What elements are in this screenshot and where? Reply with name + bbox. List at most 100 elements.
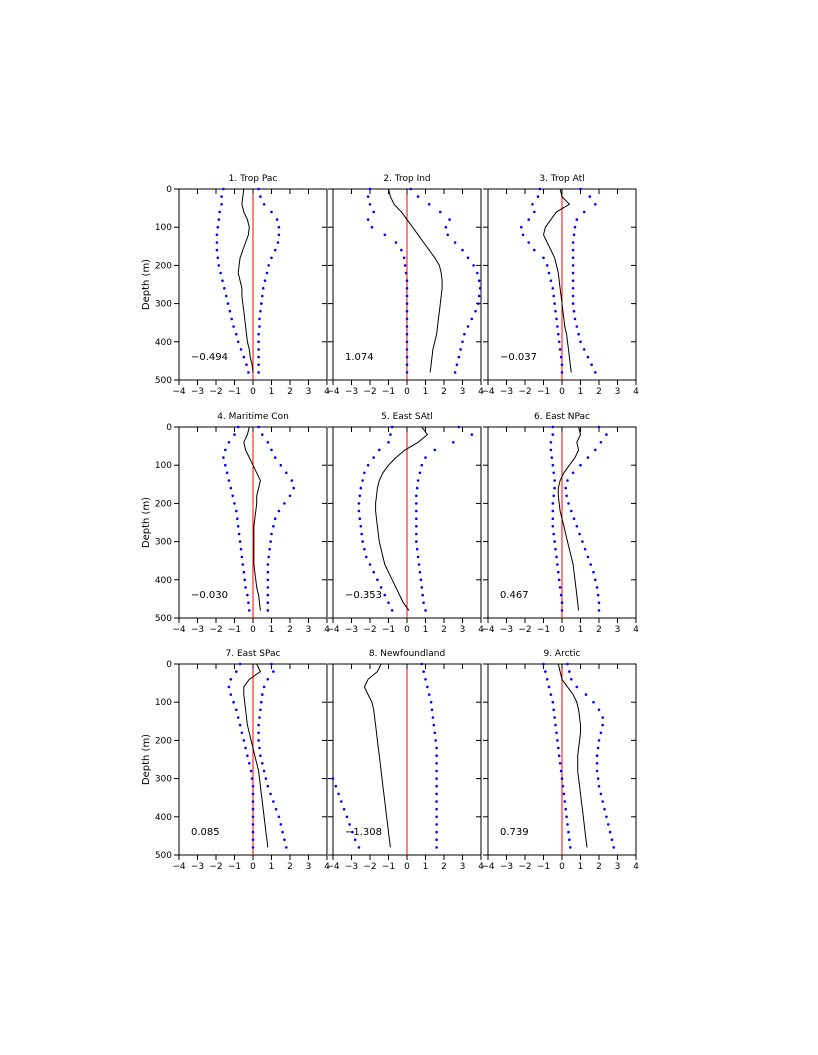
upper-bound-point bbox=[261, 287, 265, 290]
lower-bound-point bbox=[243, 578, 246, 582]
lower-bound-point bbox=[331, 777, 335, 780]
upper-bound-point bbox=[427, 203, 431, 206]
lower-bound-point bbox=[562, 792, 566, 796]
upper-bound-point bbox=[435, 800, 438, 803]
upper-bound-point bbox=[568, 670, 571, 673]
lower-bound-point bbox=[557, 578, 561, 582]
upper-bound-point bbox=[277, 815, 281, 819]
lower-bound-point bbox=[552, 494, 555, 498]
upper-bound-point bbox=[599, 441, 603, 444]
lower-bound-point bbox=[366, 195, 370, 198]
lower-bound-point bbox=[368, 187, 372, 191]
lower-bound-point bbox=[560, 609, 564, 612]
upper-bound-point bbox=[257, 723, 260, 727]
upper-bound-point bbox=[259, 195, 262, 198]
lower-bound-point bbox=[247, 601, 250, 604]
x-tick-label: 2 bbox=[596, 387, 602, 397]
upper-bound-point bbox=[435, 823, 438, 826]
lower-bound-point bbox=[366, 218, 370, 221]
upper-bound-point bbox=[571, 241, 575, 244]
lower-bound-point bbox=[555, 731, 558, 735]
lower-bound-point bbox=[251, 823, 255, 826]
lower-bound-point bbox=[334, 784, 338, 788]
y-tick-label: 200 bbox=[155, 499, 172, 509]
lower-bound-point bbox=[404, 271, 408, 275]
x-tick-label: 2 bbox=[596, 625, 602, 635]
x-tick-label: 0 bbox=[559, 862, 565, 872]
upper-bound-point bbox=[424, 456, 427, 459]
lower-bound-point bbox=[372, 456, 376, 459]
upper-bound-point bbox=[461, 340, 464, 344]
x-tick-label: 4 bbox=[478, 387, 484, 397]
upper-bound-point bbox=[279, 823, 283, 826]
x-tick-label: −4 bbox=[172, 387, 186, 397]
y-tick-label: 300 bbox=[155, 300, 172, 310]
x-tick-label: −4 bbox=[172, 862, 186, 872]
lower-bound-point bbox=[248, 609, 251, 612]
x-tick-label: 4 bbox=[633, 625, 639, 635]
upper-bound-point bbox=[257, 371, 260, 374]
upper-bound-point bbox=[571, 256, 575, 260]
upper-bound-point bbox=[435, 754, 438, 757]
upper-bound-point bbox=[281, 830, 284, 834]
lower-bound-point bbox=[242, 739, 246, 742]
lower-bound-point bbox=[550, 456, 554, 459]
upper-bound-point bbox=[584, 693, 588, 696]
lower-bound-point bbox=[228, 309, 232, 313]
panel-2: −4 −3 −2 −1 0 1 2 3 4 2. Trop Ind 1.074 bbox=[326, 174, 484, 397]
x-tick-label: 2 bbox=[287, 862, 293, 872]
upper-bound-point bbox=[466, 256, 470, 260]
lower-bound-point bbox=[236, 525, 240, 528]
lower-bound-point bbox=[558, 348, 562, 351]
upper-bound-point bbox=[266, 601, 270, 604]
upper-bound-point bbox=[595, 586, 599, 589]
lower-bound-point bbox=[559, 355, 563, 359]
upper-bound-point bbox=[415, 532, 418, 536]
lower-bound-point bbox=[251, 792, 255, 796]
lower-bound-point bbox=[340, 800, 343, 803]
panel-annotation: 1.074 bbox=[345, 352, 374, 363]
y-axis-label: Depth (m) bbox=[141, 497, 152, 548]
panel-title: 4. Maritime Con bbox=[217, 412, 289, 422]
lower-bound-point bbox=[553, 716, 556, 719]
lower-bound-point bbox=[227, 479, 231, 482]
upper-bound-point bbox=[566, 662, 569, 666]
lower-bound-point bbox=[226, 302, 230, 305]
lower-bound-point bbox=[405, 302, 409, 305]
upper-bound-point bbox=[435, 792, 438, 796]
lower-bound-point bbox=[236, 340, 240, 344]
y-tick-label: 100 bbox=[155, 698, 172, 708]
lower-bound-point bbox=[248, 762, 251, 765]
upper-bound-point bbox=[476, 271, 479, 275]
panel-title: 7. East SPac bbox=[226, 649, 281, 659]
y-tick-label: 400 bbox=[155, 813, 172, 823]
upper-bound-point bbox=[605, 815, 608, 819]
lower-bound-point bbox=[370, 225, 374, 229]
upper-bound-point bbox=[263, 279, 267, 283]
lower-bound-point bbox=[242, 570, 246, 574]
upper-bound-point bbox=[435, 762, 438, 765]
x-tick-label: 4 bbox=[633, 862, 639, 872]
x-tick-label: −2 bbox=[363, 387, 376, 397]
lower-bound-point bbox=[368, 203, 372, 206]
panel-annotation: 0.739 bbox=[500, 827, 529, 838]
x-tick-label: −4 bbox=[326, 625, 340, 635]
lower-bound-point bbox=[251, 846, 255, 849]
lower-bound-point bbox=[394, 241, 398, 244]
upper-bound-point bbox=[612, 846, 616, 849]
upper-bound-point bbox=[459, 348, 462, 351]
x-tick-label: −3 bbox=[500, 862, 513, 872]
lower-bound-point bbox=[554, 309, 557, 313]
upper-bound-point bbox=[290, 479, 294, 482]
upper-bound-point bbox=[435, 846, 438, 849]
upper-bound-point bbox=[272, 670, 275, 673]
lower-bound-point bbox=[558, 586, 562, 589]
lower-bound-point bbox=[242, 355, 246, 359]
upper-bound-point bbox=[466, 325, 470, 328]
lower-bound-point bbox=[245, 363, 248, 367]
lower-bound-point bbox=[553, 479, 556, 482]
upper-bound-point bbox=[601, 800, 604, 803]
x-tick-label: 0 bbox=[559, 625, 565, 635]
lower-bound-point bbox=[560, 777, 564, 780]
